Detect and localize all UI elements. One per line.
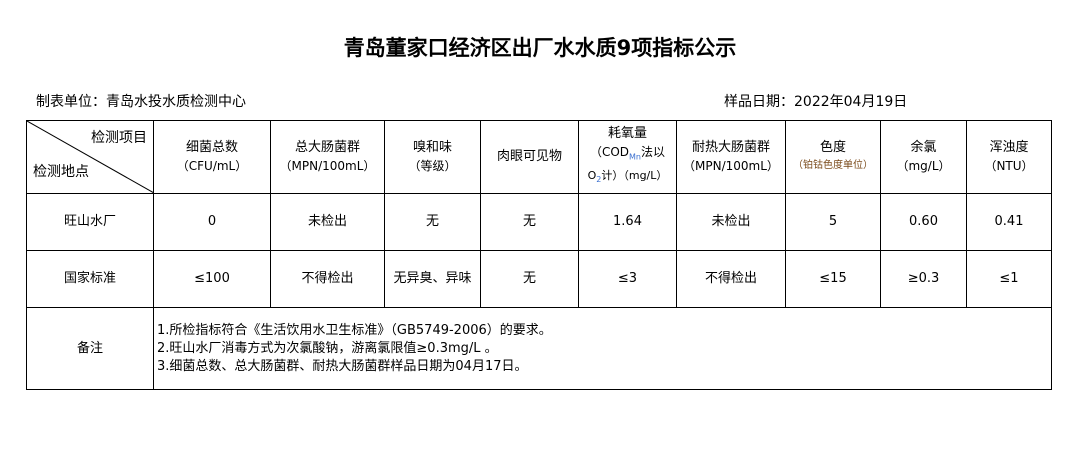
row-label: 国家标准	[26, 250, 154, 308]
cell: 1.64	[578, 193, 677, 251]
header-coliform: 总大肠菌群 （MPN/100mL）	[270, 120, 385, 194]
cell: 0.60	[880, 193, 967, 251]
table-row: 国家标准 ≤100 不得检出 无异臭、异味 无 ≤3 不得检出 ≤15 ≥0.3…	[26, 250, 1052, 308]
cell: 5	[785, 193, 881, 251]
place-label: 检测地点	[33, 164, 89, 180]
header-chlorine: 余氯 （mg/L）	[880, 120, 967, 194]
page-title: 青岛董家口经济区出厂水水质9项指标公示	[343, 36, 737, 60]
header-turbidity: 浑浊度 （NTU）	[966, 120, 1052, 194]
note-line: 2.旺山水厂消毒方式为次氯酸钠，游离氯限值≥0.3mg/L 。	[157, 340, 498, 356]
water-quality-table: 检测项目 检测地点 细菌总数 （CFU/mL） 总大肠菌群 （MPN/100mL） …	[26, 120, 1052, 390]
row-label: 旺山水厂	[26, 193, 154, 251]
header-color: 色度 （铂钴色度单位）	[785, 120, 881, 194]
notes-content: 1.所检指标符合《生活饮用水卫生标准》（GB5749-2006）的要求。 2.旺…	[153, 307, 1052, 390]
header-row: 检测项目 检测地点 细菌总数 （CFU/mL） 总大肠菌群 （MPN/100mL） …	[26, 120, 1052, 194]
cell: ≥0.3	[880, 250, 967, 308]
sample-date: 样品日期：2022年04月19日	[724, 94, 908, 110]
corner-cell: 检测项目 检测地点	[26, 120, 154, 194]
cell: 0	[153, 193, 271, 251]
cell: ≤15	[785, 250, 881, 308]
issuing-unit: 制表单位：青岛水投水质检测中心	[36, 94, 246, 110]
notes-row: 备注 1.所检指标符合《生活饮用水卫生标准》（GB5749-2006）的要求。 …	[26, 307, 1052, 390]
header-visible: 肉眼可见物	[480, 120, 579, 194]
note-line: 1.所检指标符合《生活饮用水卫生标准》（GB5749-2006）的要求。	[157, 322, 552, 338]
cell: 无	[480, 250, 579, 308]
cell: 未检出	[270, 193, 385, 251]
cell: 0.41	[966, 193, 1052, 251]
header-bacteria: 细菌总数 （CFU/mL）	[153, 120, 271, 194]
cell: ≤1	[966, 250, 1052, 308]
cell: 未检出	[676, 193, 786, 251]
cell: 无	[480, 193, 579, 251]
header-odor: 嗅和味 （等级）	[384, 120, 481, 194]
cell: 不得检出	[676, 250, 786, 308]
diagonal-line	[27, 121, 154, 193]
cell: 不得检出	[270, 250, 385, 308]
table-row: 旺山水厂 0 未检出 无 无 1.64 未检出 5 0.60 0.41	[26, 193, 1052, 251]
item-label: 检测项目	[91, 130, 147, 146]
header-cod: 耗氧量 （CODMn法以 O2计）（mg/L）	[578, 120, 677, 194]
note-line: 3.细菌总数、总大肠菌群、耐热大肠菌群样品日期为04月17日。	[157, 358, 528, 374]
cell: 无异臭、异味	[384, 250, 481, 308]
cell: ≤100	[153, 250, 271, 308]
cell: 无	[384, 193, 481, 251]
notes-label: 备注	[26, 307, 154, 390]
header-thermo-coliform: 耐热大肠菌群 （MPN/100mL）	[676, 120, 786, 194]
cell: ≤3	[578, 250, 677, 308]
